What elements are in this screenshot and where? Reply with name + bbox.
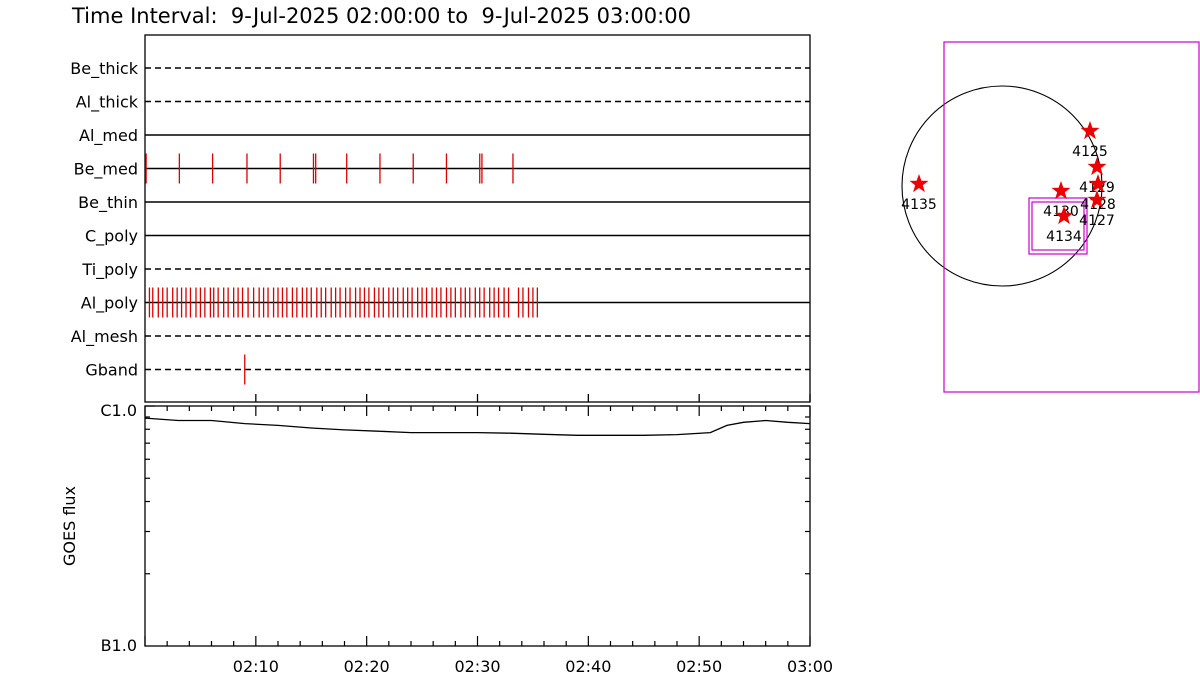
region-4125: 4125 (1072, 121, 1108, 160)
track-gband: Gband (85, 354, 810, 385)
timeline-frame (144, 34, 811, 403)
region-star (1051, 181, 1071, 200)
y-tick-label-b1: B1.0 (101, 636, 137, 655)
solar-disk-map: 4125412941284127413041344135 (901, 41, 1200, 393)
x-tick-label: 03:00 (787, 657, 833, 676)
x-tick-label: 02:10 (233, 657, 279, 676)
track-be-med: Be_med (74, 153, 810, 184)
track-al-thick: Al_thick (76, 93, 810, 113)
track-label: Al_thick (76, 93, 139, 113)
detector-timeline-panel: Be_thick Al_thick Al_med Be_med Be_thin C_pol… (70, 34, 811, 403)
region-label: 4125 (1072, 144, 1108, 160)
region-4134: 4134 (1046, 206, 1082, 245)
region-star (1088, 174, 1108, 193)
track-al-poly: Al_poly (81, 287, 810, 318)
track-label: Be_thick (70, 59, 138, 79)
track-label: Al_med (79, 126, 138, 146)
region-4135: 4135 (901, 174, 937, 213)
region-4130: 4130 (1043, 181, 1079, 220)
x-tick-label: 02:20 (344, 657, 390, 676)
track-ti-poly: Ti_poly (81, 260, 810, 280)
region-star (1087, 157, 1107, 176)
goes-flux-panel: 02:10 02:20 02:30 02:40 02:50 03:00 B1.0 C1.0 GO… (60, 401, 833, 676)
track-label: Ti_poly (81, 260, 138, 280)
region-star (1087, 190, 1107, 209)
track-be-thin: Be_thin (78, 193, 810, 213)
region-label: 4127 (1079, 213, 1115, 229)
track-label: Al_poly (81, 294, 138, 314)
region-label: 4135 (901, 197, 937, 213)
fov-box (943, 41, 1200, 393)
fov-box (1031, 201, 1085, 251)
track-label: Be_med (74, 160, 138, 180)
y-axis-label: GOES flux (60, 486, 79, 566)
track-label: C_poly (85, 227, 138, 247)
fov-box (1028, 197, 1088, 255)
goes-frame (144, 405, 811, 647)
track-label: Al_mesh (71, 327, 138, 347)
goes-flux-line (144, 417, 811, 436)
region-label: 4128 (1080, 197, 1116, 213)
solar-limb-circle (901, 85, 1103, 287)
track-c-poly: C_poly (85, 227, 810, 247)
x-tick-label: 02:40 (565, 657, 611, 676)
track-al-med: Al_med (79, 126, 810, 146)
x-tick-label: 02:30 (454, 657, 500, 676)
track-al-mesh: Al_mesh (71, 327, 810, 347)
region-star (1080, 121, 1100, 140)
region-star (1054, 206, 1074, 225)
time-interval-title: Time Interval: 9-Jul-2025 02:00:00 to 9-… (71, 4, 691, 28)
track-be-thick: Be_thick (70, 59, 810, 79)
x-tick-label: 02:50 (676, 657, 722, 676)
track-label: Gband (85, 361, 138, 380)
track-label: Be_thin (78, 193, 138, 213)
region-4127: 4127 (1079, 190, 1115, 229)
y-tick-label-c1: C1.0 (100, 401, 137, 420)
region-star (909, 174, 929, 193)
region-label: 4134 (1046, 229, 1082, 245)
region-label: 4130 (1043, 204, 1079, 220)
region-4128: 4128 (1080, 174, 1116, 213)
